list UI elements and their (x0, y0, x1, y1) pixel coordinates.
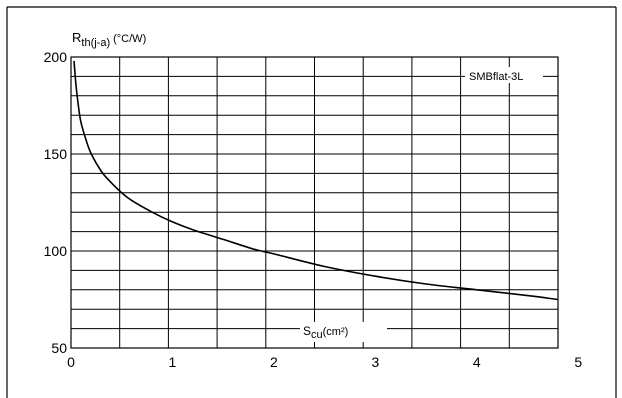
x-axis-title-bg (300, 322, 387, 342)
x-tick-label: 3 (371, 354, 379, 370)
plot-area-border (70, 56, 559, 349)
y-tick-label: 50 (51, 340, 67, 356)
y-axis-title: Rth(j-a) (°C/W) (72, 30, 146, 49)
series-line-smbflat-3l (73, 60, 559, 301)
legend-label-bg (465, 67, 543, 83)
x-tick-label: 1 (169, 354, 177, 370)
y-tick-label: 150 (44, 146, 68, 162)
tick-labels: 0 1 2 3 4 5 50 100 150 200 (44, 49, 583, 370)
legend-label: SMBflat-3L (469, 71, 523, 83)
x-tick-label: 4 (473, 354, 481, 370)
x-tick-label: 5 (574, 354, 582, 370)
grid (71, 57, 558, 348)
x-tick-label: 2 (270, 354, 278, 370)
y-tick-label: 100 (44, 243, 68, 259)
y-tick-label: 200 (44, 49, 68, 65)
x-tick-label: 0 (67, 354, 75, 370)
x-axis-title: Scu(cm²) (303, 324, 348, 341)
